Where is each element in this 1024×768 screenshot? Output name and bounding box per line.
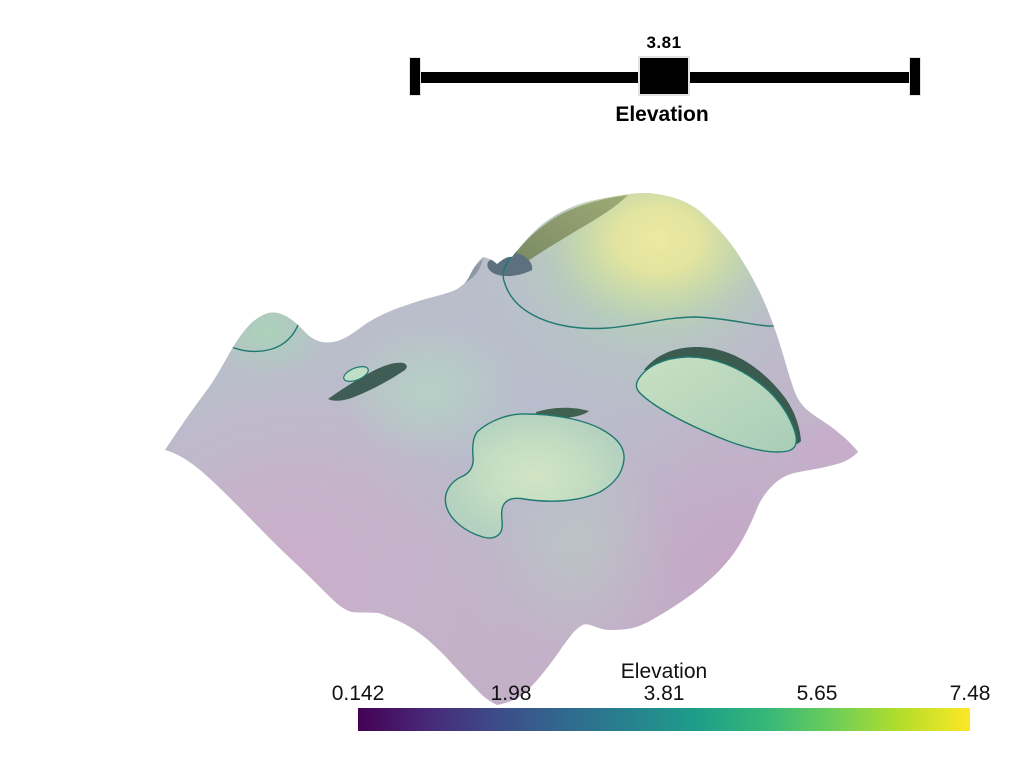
slider-left-cap[interactable]: [409, 57, 421, 96]
colorbar-tick: 7.48: [949, 682, 991, 705]
contour-line: [444, 413, 625, 539]
contour-line: [635, 356, 797, 453]
slider-right-cap[interactable]: [909, 57, 921, 96]
shadow-band: [328, 362, 407, 401]
peak-shadow-ridge: [512, 195, 628, 263]
colorbar-gradient: [358, 708, 970, 731]
contour-line: [502, 250, 821, 330]
peak-summit: [508, 193, 808, 358]
colorbar-tick: 0.142: [331, 682, 385, 705]
slider-label: Elevation: [615, 103, 709, 126]
contour-line: [343, 366, 369, 382]
slider-value: 3.81: [646, 33, 682, 52]
colorbar-title: Elevation: [620, 660, 708, 683]
colorbar-tick: 3.81: [643, 682, 685, 705]
colorbar-tick: 1.98: [490, 682, 532, 705]
colorbar-tick: 5.65: [796, 682, 838, 705]
hill-tint: [206, 287, 330, 377]
slider-handle[interactable]: [638, 56, 690, 96]
